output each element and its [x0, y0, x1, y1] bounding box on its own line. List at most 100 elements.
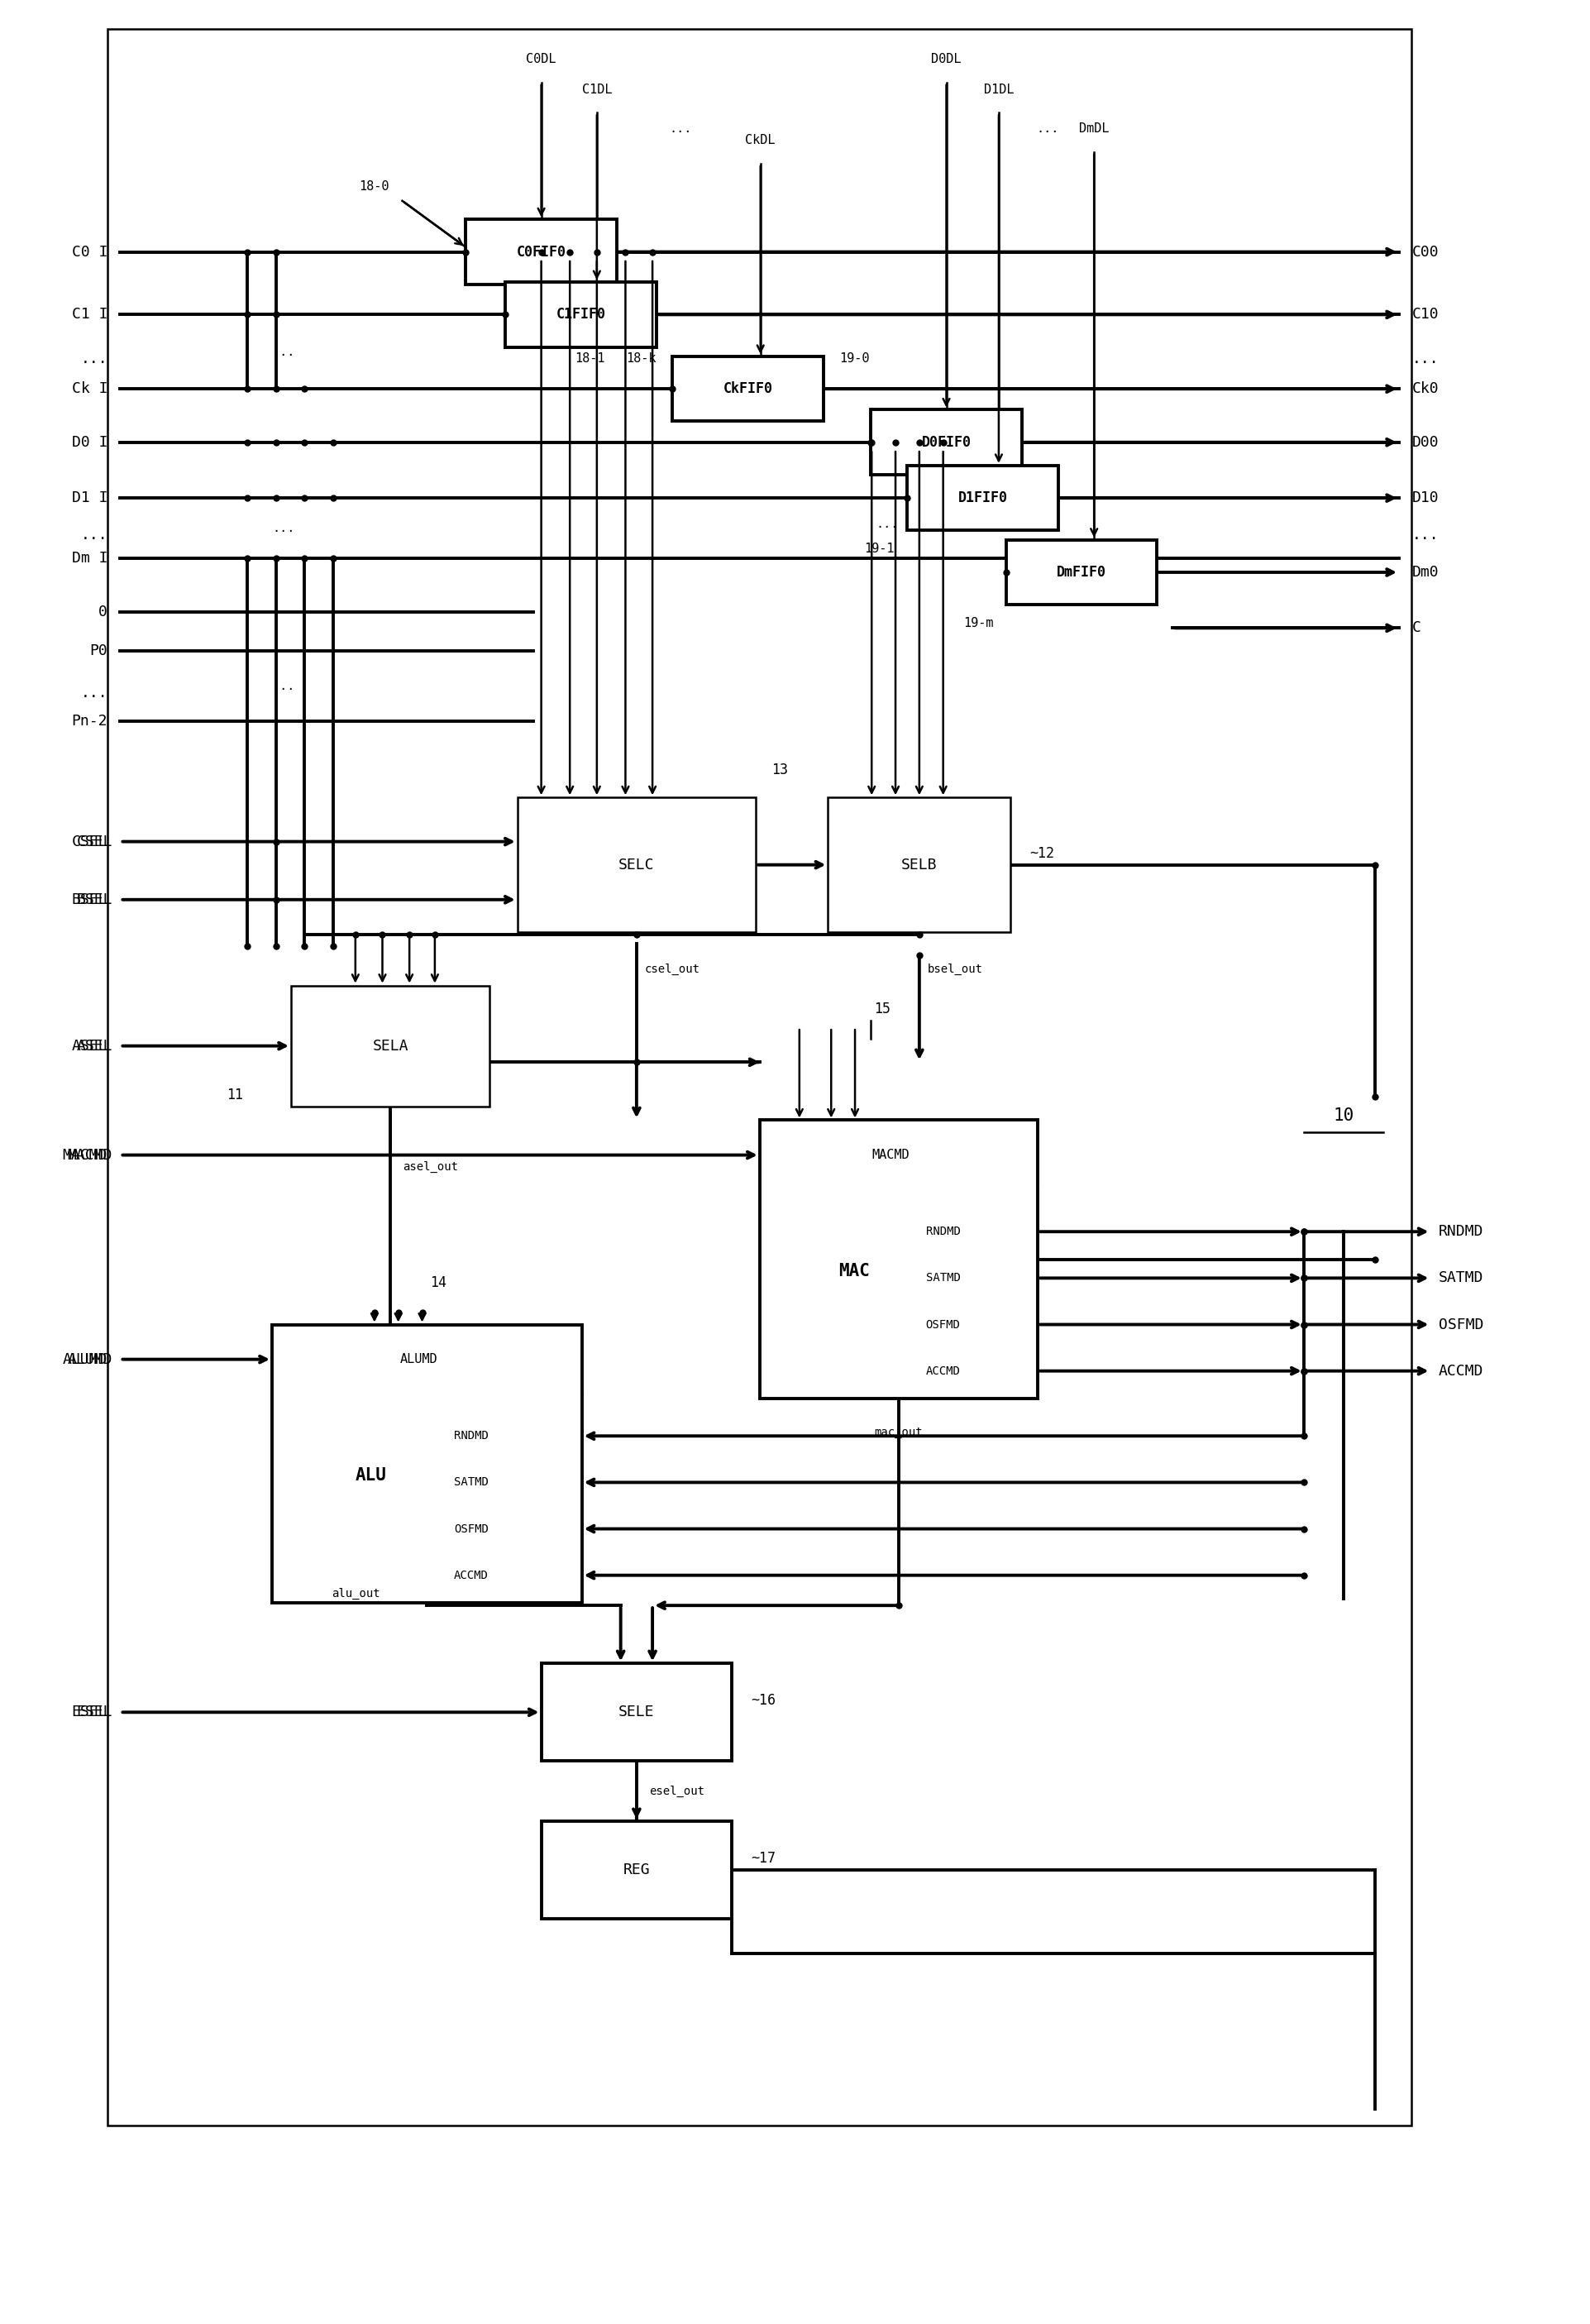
Text: P0: P0 [89, 644, 108, 658]
FancyBboxPatch shape [827, 797, 1010, 932]
Text: RNDMD: RNDMD [1437, 1225, 1483, 1239]
Text: SELB: SELB [902, 858, 937, 872]
Text: DmFIF0: DmFIF0 [1056, 565, 1105, 579]
Text: alu_out: alu_out [331, 1587, 380, 1599]
Text: ~16: ~16 [750, 1694, 776, 1708]
Text: Dm0: Dm0 [1410, 565, 1437, 579]
Text: 11: 11 [227, 1088, 243, 1102]
Text: ACCMD: ACCMD [925, 1364, 960, 1376]
Text: ASEL: ASEL [72, 1039, 108, 1053]
Text: mac_out: mac_out [874, 1427, 922, 1439]
Text: Pn-2: Pn-2 [72, 713, 108, 727]
Text: D00: D00 [1410, 435, 1437, 451]
Text: ...: ... [81, 528, 108, 541]
Text: SATMD: SATMD [925, 1271, 960, 1283]
FancyBboxPatch shape [517, 797, 755, 932]
FancyBboxPatch shape [906, 465, 1057, 530]
Text: Dm I: Dm I [72, 551, 108, 565]
Text: ESEL: ESEL [72, 1706, 108, 1720]
Text: OSFMD: OSFMD [925, 1318, 960, 1329]
Text: MAC: MAC [838, 1262, 870, 1281]
Text: C0 I: C0 I [72, 244, 108, 260]
FancyBboxPatch shape [673, 356, 822, 421]
Text: ~12: ~12 [1029, 846, 1054, 860]
Text: D1 I: D1 I [72, 490, 108, 504]
Text: 19-1: 19-1 [863, 544, 894, 555]
FancyBboxPatch shape [1005, 539, 1156, 604]
Text: ...: ... [876, 518, 898, 530]
Text: 14: 14 [429, 1276, 447, 1290]
Text: ACCMD: ACCMD [453, 1569, 488, 1580]
Text: BSEL: BSEL [76, 892, 113, 906]
Text: SATMD: SATMD [453, 1476, 488, 1487]
Text: SELE: SELE [619, 1706, 653, 1720]
Text: ALU: ALU [356, 1466, 386, 1483]
Text: SATMD: SATMD [1437, 1271, 1483, 1285]
Text: ...: ... [577, 339, 599, 351]
Text: ...: ... [1410, 351, 1437, 367]
Text: Ck I: Ck I [72, 381, 108, 397]
Text: ALUMD: ALUMD [62, 1353, 108, 1367]
Text: 18-1: 18-1 [574, 353, 604, 365]
Text: ...: ... [1410, 528, 1437, 541]
Text: ...: ... [668, 123, 692, 135]
Text: C: C [1410, 621, 1420, 634]
Text: ~17: ~17 [750, 1852, 776, 1866]
Text: REG: REG [623, 1862, 650, 1878]
Text: CSEL: CSEL [72, 834, 108, 848]
Text: C0FIF0: C0FIF0 [517, 244, 566, 260]
Text: 0: 0 [99, 604, 108, 618]
Text: CSEL: CSEL [76, 834, 113, 848]
Text: C10: C10 [1410, 307, 1437, 323]
Text: asel_out: asel_out [402, 1160, 458, 1174]
Text: MACMD: MACMD [871, 1148, 909, 1162]
Text: bsel_out: bsel_out [927, 964, 983, 976]
Text: MACMD: MACMD [62, 1148, 108, 1162]
Text: D10: D10 [1410, 490, 1437, 504]
FancyBboxPatch shape [466, 218, 617, 284]
FancyBboxPatch shape [760, 1120, 1037, 1399]
Text: ...: ... [81, 351, 108, 367]
Text: esel_out: esel_out [649, 1785, 704, 1796]
Text: 18-k: 18-k [626, 353, 657, 365]
Text: OSFMD: OSFMD [1437, 1318, 1483, 1332]
Text: ASEL: ASEL [76, 1039, 113, 1053]
Text: CkFIF0: CkFIF0 [722, 381, 773, 397]
Text: BSEL: BSEL [72, 892, 108, 906]
Text: ACCMD: ACCMD [1437, 1364, 1483, 1378]
Text: ...: ... [81, 686, 108, 700]
Text: SELA: SELA [372, 1039, 409, 1053]
Text: C00: C00 [1410, 244, 1437, 260]
Text: D0 I: D0 I [72, 435, 108, 451]
Text: ...: ... [272, 681, 296, 693]
Text: C0DL: C0DL [526, 53, 556, 65]
Text: 13: 13 [771, 762, 787, 776]
Text: ...: ... [272, 346, 296, 358]
FancyBboxPatch shape [541, 1822, 731, 1920]
Text: MACMD: MACMD [67, 1148, 113, 1162]
Text: DmDL: DmDL [1078, 123, 1108, 135]
Text: ...: ... [272, 523, 296, 535]
Text: D1FIF0: D1FIF0 [957, 490, 1006, 504]
Text: D1DL: D1DL [983, 84, 1013, 95]
Text: CkDL: CkDL [746, 135, 776, 146]
Text: 15: 15 [873, 1002, 890, 1016]
Text: SELC: SELC [619, 858, 653, 872]
FancyBboxPatch shape [291, 985, 490, 1106]
FancyBboxPatch shape [541, 1664, 731, 1762]
Text: 19-m: 19-m [962, 618, 992, 630]
Text: ALUMD: ALUMD [399, 1353, 437, 1367]
FancyBboxPatch shape [506, 281, 657, 346]
Text: 19-0: 19-0 [838, 353, 868, 365]
Text: RNDMD: RNDMD [453, 1429, 488, 1441]
Text: OSFMD: OSFMD [453, 1522, 488, 1534]
Text: D0DL: D0DL [930, 53, 960, 65]
Text: ALUMD: ALUMD [67, 1353, 113, 1367]
Text: C1 I: C1 I [72, 307, 108, 323]
Text: 18-0: 18-0 [359, 181, 390, 193]
Text: RNDMD: RNDMD [925, 1225, 960, 1236]
Text: csel_out: csel_out [644, 964, 700, 976]
Text: ESEL: ESEL [76, 1706, 113, 1720]
FancyBboxPatch shape [272, 1325, 582, 1604]
Text: ...: ... [625, 339, 647, 351]
